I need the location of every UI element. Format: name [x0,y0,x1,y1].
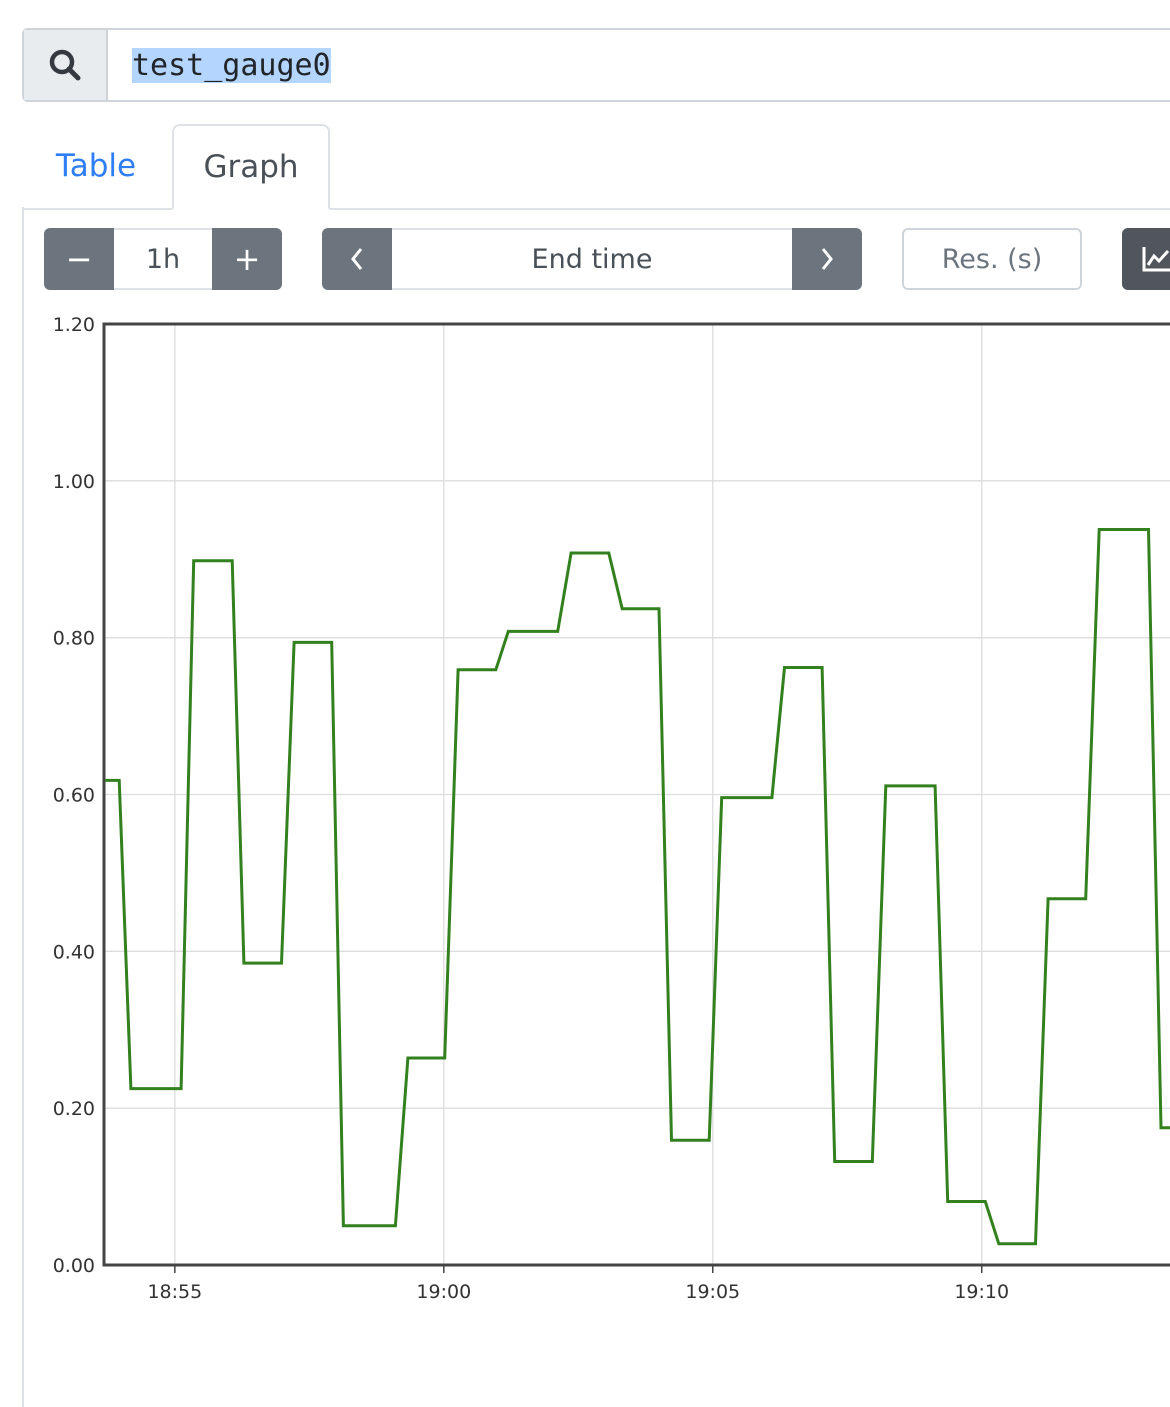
range-input[interactable]: 1h [114,228,212,290]
range-increase-button[interactable]: + [212,228,282,290]
graph-chart: 0.00 0.20 0.40 0.60 0.80 1.00 1.20 18:55 19:00 19… [53,314,1170,1303]
end-time-forward-button[interactable] [792,228,862,290]
expression-text: test_gauge0 [132,47,331,83]
y-tick-label: 0.80 [53,628,95,650]
plot-border [102,322,1170,1267]
y-tick-label: 0.60 [53,785,95,807]
line-chart-button[interactable] [1122,228,1170,290]
y-tick-label: 0.20 [53,1098,95,1120]
line-chart-icon [1142,247,1170,272]
series-line [104,528,1170,1246]
expression-input[interactable]: test_gauge0 [108,30,331,100]
chevron-right-icon [821,248,833,270]
x-tick-label: 19:10 [954,1281,1009,1303]
search-icon [24,30,108,100]
end-time-input[interactable]: End time [392,228,792,290]
x-tick-label: 18:55 [147,1281,202,1303]
graph-panel [22,207,1170,1407]
range-control: − 1h + [44,228,282,290]
y-tick-label: 0.00 [53,1255,95,1277]
tab-table[interactable]: Table [55,148,137,184]
y-tick-label: 1.00 [53,471,95,493]
end-time-control: End time [322,228,862,290]
end-time-back-button[interactable] [322,228,392,290]
y-tick-label: 0.40 [53,941,95,963]
tab-bar: Table Graph [22,124,1170,210]
resolution-input[interactable]: Res. (s) [902,228,1082,290]
tab-graph[interactable]: Graph [172,124,330,210]
chevron-left-icon [351,248,363,270]
x-tick-label: 19:05 [685,1281,740,1303]
y-tick-label: 1.20 [53,314,95,336]
range-decrease-button[interactable]: − [44,228,114,290]
expression-input-group: test_gauge0 [22,28,1170,102]
x-tick-label: 19:00 [416,1281,471,1303]
